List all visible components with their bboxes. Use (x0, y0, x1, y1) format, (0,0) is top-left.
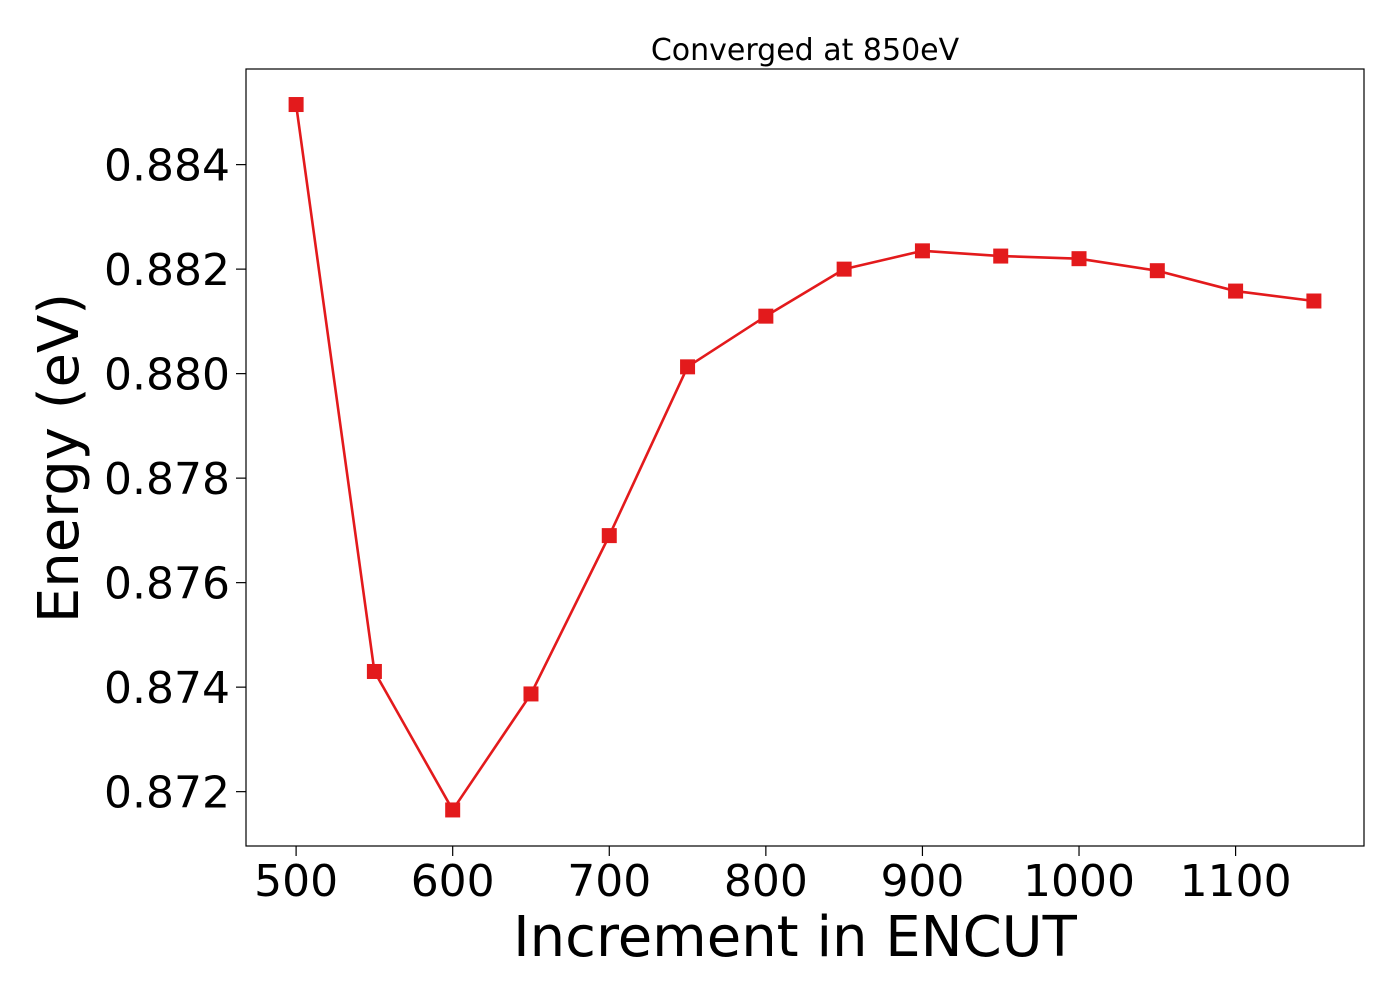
series-line (294, 104, 1315, 812)
data-point (366, 663, 382, 679)
y-axis: 0.872 0.874 0.876 0.878 0.880 0.882 0.884 (104, 141, 246, 819)
x-axis-label: Increment in ENCUT (513, 905, 1078, 970)
data-point (680, 359, 696, 375)
data-point (523, 686, 539, 702)
y-tick-label: 0.874 (104, 663, 230, 714)
x-axis: 500 600 700 800 900 1000 1100 (254, 846, 1292, 907)
chart-title: Converged at 850eV (651, 33, 960, 68)
y-tick-label: 0.882 (104, 245, 230, 296)
data-point (1306, 293, 1322, 309)
y-tick-label: 0.872 (104, 768, 230, 819)
y-tick-label: 0.884 (104, 141, 230, 192)
data-point (1149, 263, 1165, 279)
y-tick-label: 0.878 (104, 454, 230, 505)
y-axis-label: Energy (eV) (27, 293, 92, 623)
y-tick-label: 0.876 (104, 559, 230, 610)
x-tick-label: 1100 (1180, 856, 1292, 907)
y-tick-label: 0.880 (104, 350, 230, 401)
data-point (445, 802, 461, 818)
plot-area (288, 97, 1322, 818)
data-point (836, 261, 852, 277)
data-point (758, 308, 774, 324)
x-tick-label: 600 (411, 856, 495, 907)
x-tick-label: 700 (567, 856, 651, 907)
x-tick-label: 800 (724, 856, 808, 907)
data-point (914, 243, 930, 259)
data-point (601, 528, 617, 544)
plot-frame (245, 68, 1365, 847)
x-tick-label: 900 (880, 856, 964, 907)
data-point (288, 97, 304, 113)
data-point (1228, 283, 1244, 299)
data-point (993, 248, 1009, 264)
x-tick-label: 1000 (1023, 856, 1135, 907)
data-point (1071, 251, 1087, 267)
x-tick-label: 500 (254, 856, 338, 907)
